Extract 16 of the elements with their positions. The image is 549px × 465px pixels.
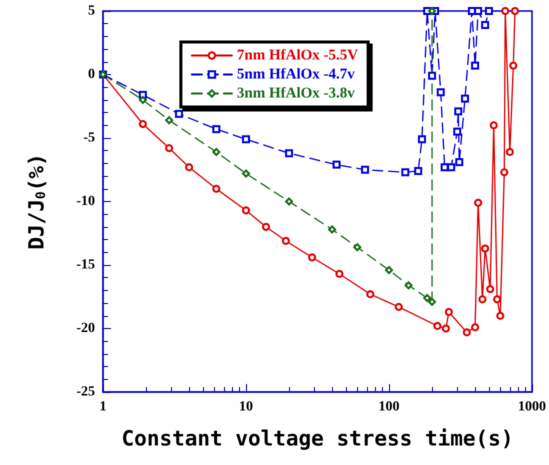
y-tick-label: -20 xyxy=(76,321,95,336)
x-tick-label: 1000 xyxy=(518,400,546,414)
x-tick-label: 10 xyxy=(239,400,253,414)
x-axis-title: Constant voltage stress time(s) xyxy=(122,426,514,450)
x-tick-label: 100 xyxy=(378,400,400,414)
y-tick-label: 5 xyxy=(88,4,95,18)
y-axis-title: DJ/J0(%) xyxy=(24,153,49,250)
y-tick-label: -5 xyxy=(83,130,95,146)
legend-label: 3nm HfAlOx -3.8v xyxy=(236,86,356,102)
y-tick-label: -25 xyxy=(76,384,95,400)
y-tick-label: -15 xyxy=(76,258,95,272)
y-tick-label: 0 xyxy=(88,67,95,82)
legend-label: 5nm HfAlOx -4.7v xyxy=(236,66,356,82)
y-tick-label: -10 xyxy=(76,194,95,209)
x-tick-label: 1 xyxy=(100,400,106,414)
legend-label: 7nm HfAlOx -5.5V xyxy=(236,48,358,64)
